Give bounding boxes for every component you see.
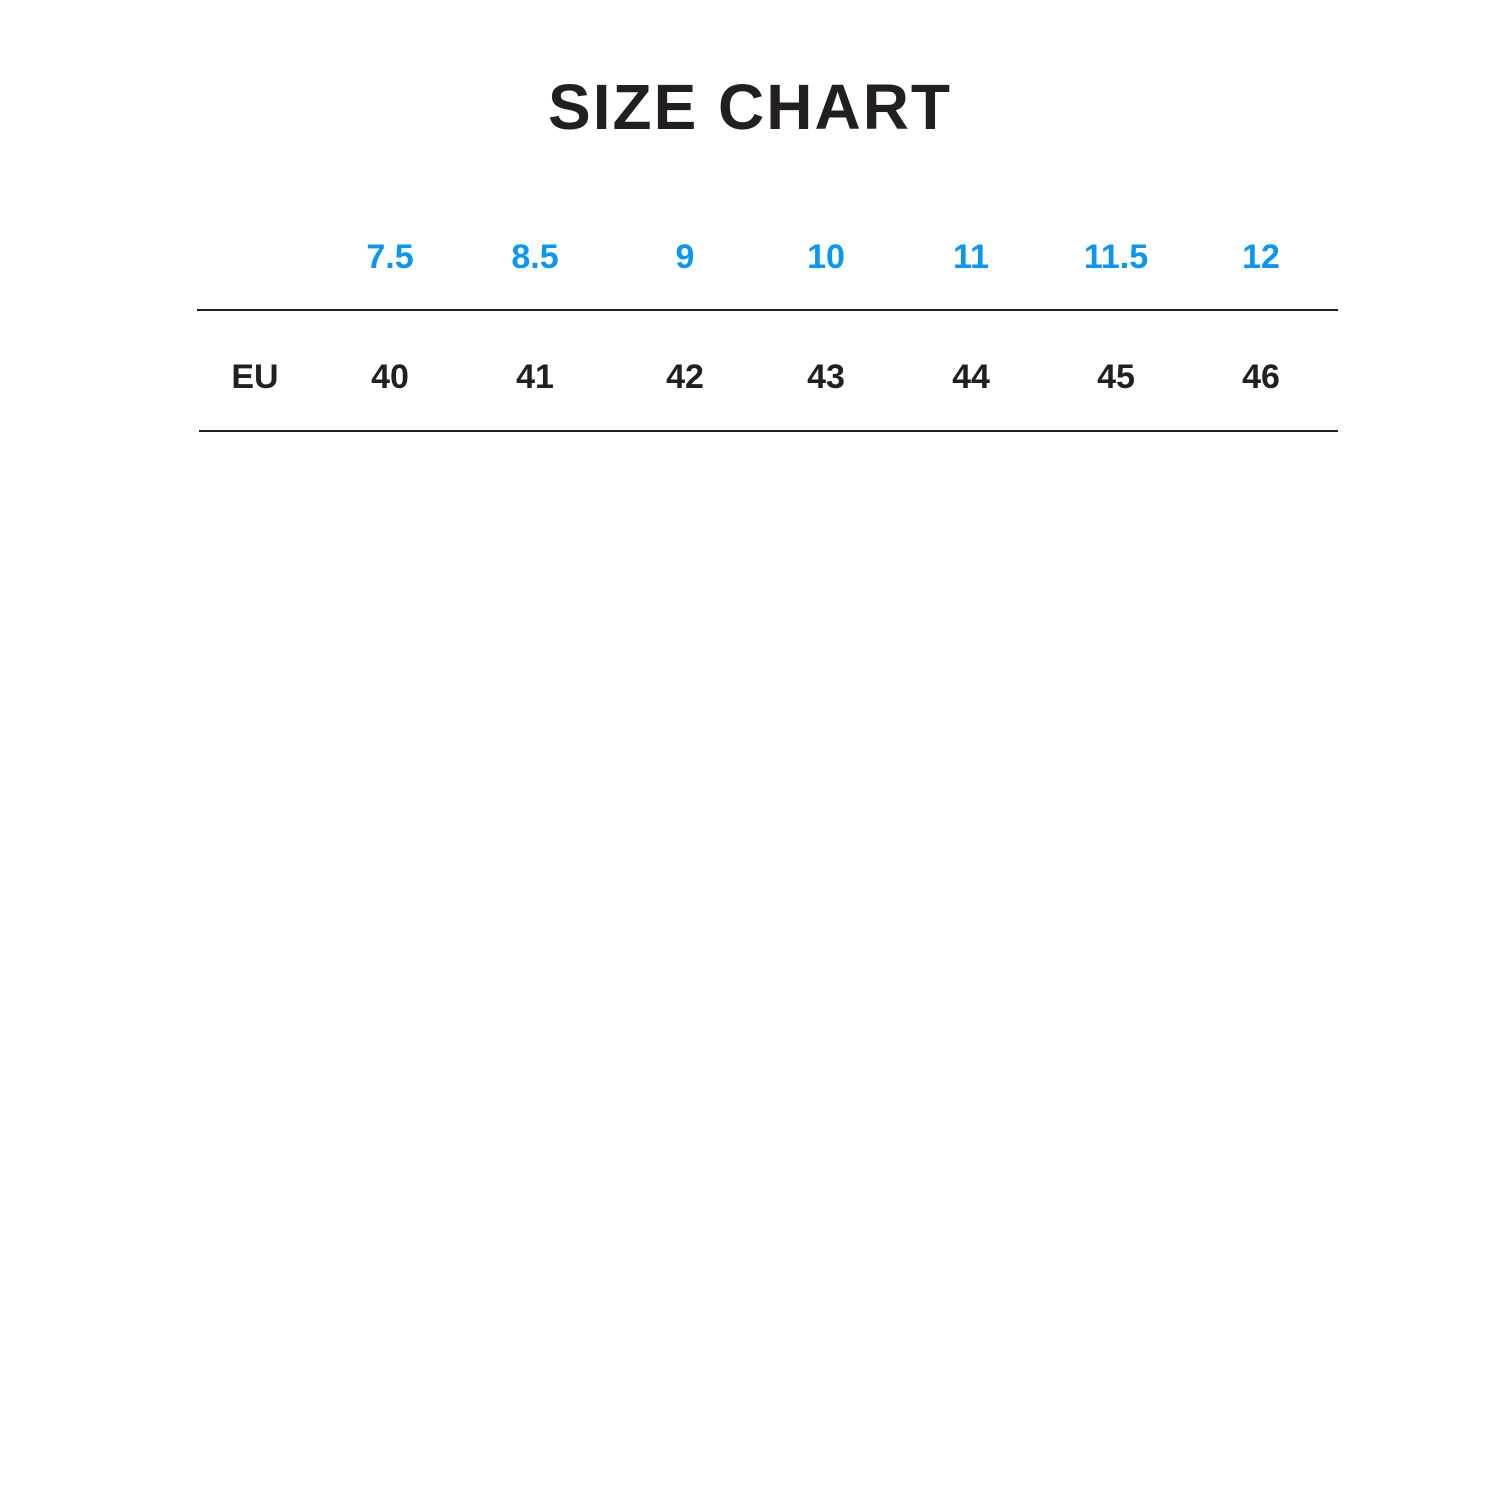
page-title: SIZE CHART <box>548 71 952 143</box>
table-cell: 42 <box>666 358 704 396</box>
row-label: EU <box>231 358 279 396</box>
header-size: 12 <box>1242 238 1280 276</box>
table-cell: 40 <box>371 358 409 396</box>
header-size: 8.5 <box>511 238 559 276</box>
header-size: 11 <box>953 238 989 276</box>
header-size: 10 <box>807 238 845 276</box>
table-cell: 43 <box>807 358 845 396</box>
divider <box>197 309 1338 311</box>
header-size: 11.5 <box>1083 238 1149 276</box>
divider <box>199 430 1338 432</box>
header-size: 7.5 <box>366 238 414 276</box>
table-cell: 45 <box>1097 358 1135 396</box>
table-cell: 46 <box>1242 358 1280 396</box>
header-size: 9 <box>675 238 695 276</box>
table-cell: 41 <box>516 358 554 396</box>
table-cell: 44 <box>952 358 990 396</box>
